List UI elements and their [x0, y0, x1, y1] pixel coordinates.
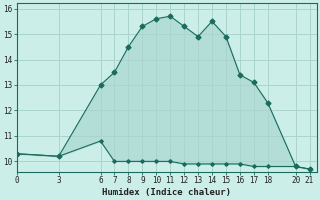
- X-axis label: Humidex (Indice chaleur): Humidex (Indice chaleur): [102, 188, 231, 197]
